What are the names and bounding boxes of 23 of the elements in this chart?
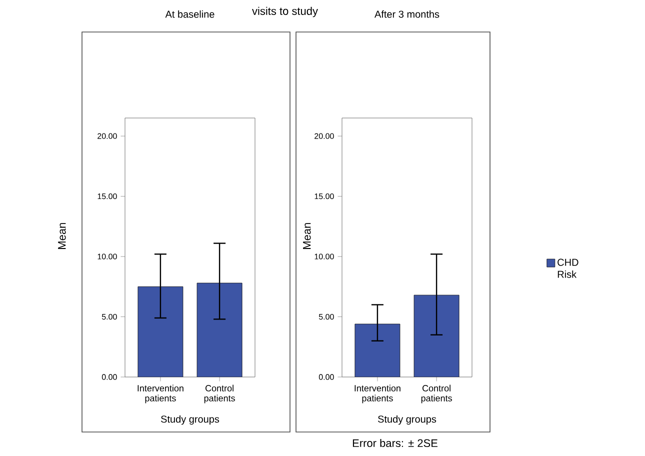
y-axis-title: Mean [58, 223, 66, 249]
y-axis-title: Mean [303, 223, 311, 249]
y-tick-label: 15.00 [98, 193, 117, 200]
x-tick-label: Control patients [421, 384, 452, 404]
y-tick-label: 5.00 [318, 314, 334, 320]
y-tick-label: 20.00 [98, 133, 117, 139]
y-tick-label: 5.00 [102, 314, 117, 320]
x-axis-title: Study groups [160, 415, 220, 425]
y-tick-label: 0.00 [318, 374, 334, 380]
x-tick-label: Intervention patients [354, 384, 400, 404]
y-tick-label: 10.00 [314, 254, 334, 260]
x-axis-title: Study groups [378, 415, 436, 425]
y-tick-label: 0.00 [102, 374, 117, 380]
x-tick-label: Control patients [204, 384, 235, 404]
y-tick-label: 15.00 [314, 193, 334, 200]
text: Error bars: ± 2SE [352, 438, 438, 448]
chart-title: At baseline [165, 10, 214, 18]
y-tick-label: 20.00 [314, 133, 334, 139]
text: visits to study [252, 6, 318, 18]
legend-label: CHD Risk [558, 258, 578, 278]
y-tick-label: 10.00 [98, 254, 117, 260]
x-tick-label: Intervention patients [138, 384, 184, 404]
chart-title: After 3 months [374, 10, 440, 18]
